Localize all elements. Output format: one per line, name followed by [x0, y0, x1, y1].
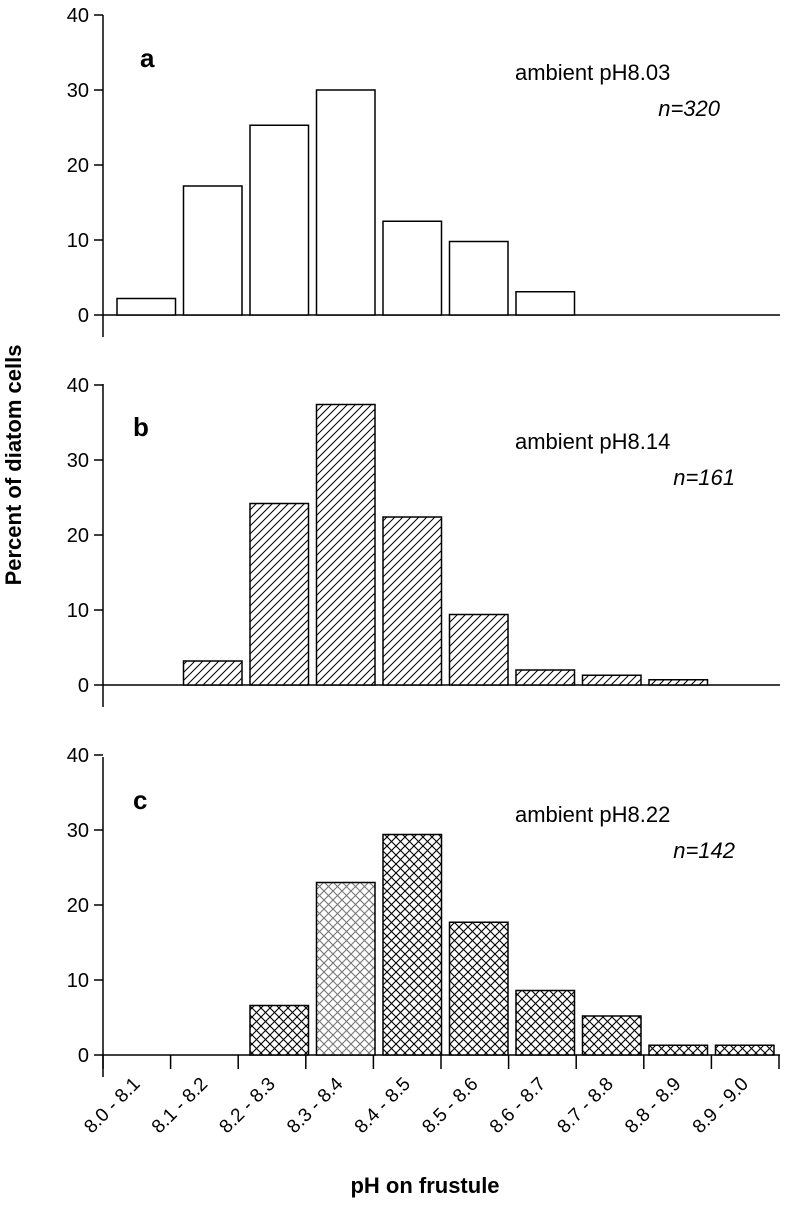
- y-tick-label: 30: [67, 820, 89, 842]
- panel-letter: c: [133, 785, 147, 815]
- y-axis-title: Percent of diatom cells: [1, 345, 26, 586]
- x-category-label: 8.1 - 8.2: [148, 1074, 212, 1138]
- y-tick-label: 0: [78, 305, 89, 327]
- panel-b: 0 10 20 30 40 b ambient pH8.14n=161: [67, 375, 780, 707]
- x-category-label: 8.8 - 8.9: [621, 1074, 685, 1138]
- x-category-label: 8.3 - 8.4: [283, 1073, 347, 1137]
- panel-letter: b: [133, 412, 149, 442]
- bar-b-8.5-8.6: [448, 613, 509, 686]
- x-category-label: 8.0 - 8.1: [80, 1074, 144, 1138]
- bar-a-8.1-8.2: [182, 185, 243, 316]
- y-tick-label: 0: [78, 1045, 89, 1067]
- x-category-labels: 8.0 - 8.1 8.1 - 8.2 8.2 - 8.3 8.3 - 8.4 8.4 …: [80, 1055, 780, 1138]
- y-tick-label: 40: [67, 745, 89, 767]
- bar-a-8.2-8.3: [249, 124, 310, 316]
- bar-b-8.8-8.9: [648, 679, 709, 686]
- bar-c-8.5-8.6: [448, 921, 509, 1056]
- bar-a-8.4-8.5: [382, 220, 443, 316]
- bar-a-8.0-8.1: [116, 297, 177, 316]
- y-tick-label: 40: [67, 5, 89, 27]
- bar-a-8.3-8.4: [315, 89, 376, 316]
- bar-c-8.3-8.4: [315, 881, 376, 1056]
- y-tick-label: 10: [67, 600, 89, 622]
- y-tick-label: 10: [67, 230, 89, 252]
- x-category-label: 8.9 - 9.0: [689, 1074, 753, 1138]
- ambient-ph-label: ambient pH8.14: [515, 429, 670, 454]
- bar-a-8.5-8.6: [448, 240, 509, 316]
- panel-c: 0 10 20 30 40 c ambient pH8.22n=142: [67, 745, 780, 1077]
- bar-b-8.2-8.3: [249, 502, 310, 686]
- y-tick-label: 30: [67, 80, 89, 102]
- ambient-ph-label: ambient pH8.22: [515, 802, 670, 827]
- bar-a-8.6-8.7: [515, 291, 576, 316]
- bar-b-8.4-8.5: [382, 516, 443, 686]
- sample-size-label: n=142: [673, 838, 735, 863]
- x-category-label: 8.7 - 8.8: [554, 1074, 618, 1138]
- bar-c-8.2-8.3: [249, 1004, 310, 1056]
- y-tick-label: 20: [67, 895, 89, 917]
- y-tick-label: 40: [67, 375, 89, 397]
- x-category-label: 8.4 - 8.5: [351, 1074, 415, 1138]
- y-tick-label: 0: [78, 675, 89, 697]
- bar-c-8.6-8.7: [515, 989, 576, 1056]
- bar-c-8.8-8.9: [648, 1044, 709, 1056]
- bar-c-8.9-9.0: [714, 1044, 775, 1056]
- bar-b-8.7-8.8: [581, 674, 642, 686]
- ambient-ph-label: ambient pH8.03: [515, 60, 670, 85]
- y-tick-label: 20: [67, 525, 89, 547]
- bar-c-8.4-8.5: [382, 833, 443, 1056]
- bar-b-8.1-8.2: [182, 660, 243, 686]
- y-tick-label: 20: [67, 155, 89, 177]
- bar-b-8.6-8.7: [515, 669, 576, 686]
- panels: 0 10 20 30 40 a ambient pH8.03 n=320 0 10 20 30 40 b a…: [67, 5, 780, 1077]
- sample-size-label: n=320: [658, 96, 721, 121]
- x-category-label: 8.5 - 8.6: [418, 1074, 482, 1138]
- x-axis-title: pH on frustule: [350, 1173, 499, 1198]
- x-category-label: 8.6 - 8.7: [486, 1074, 550, 1138]
- sample-size-label: n=161: [673, 465, 735, 490]
- bar-c-8.7-8.8: [581, 1015, 642, 1056]
- y-tick-label: 30: [67, 450, 89, 472]
- y-tick-label: 10: [67, 970, 89, 992]
- panel-letter: a: [140, 43, 155, 73]
- x-category-label: 8.2 - 8.3: [216, 1074, 280, 1138]
- panel-a: 0 10 20 30 40 a ambient pH8.03 n=320: [67, 5, 780, 337]
- bar-b-8.3-8.4: [315, 403, 376, 686]
